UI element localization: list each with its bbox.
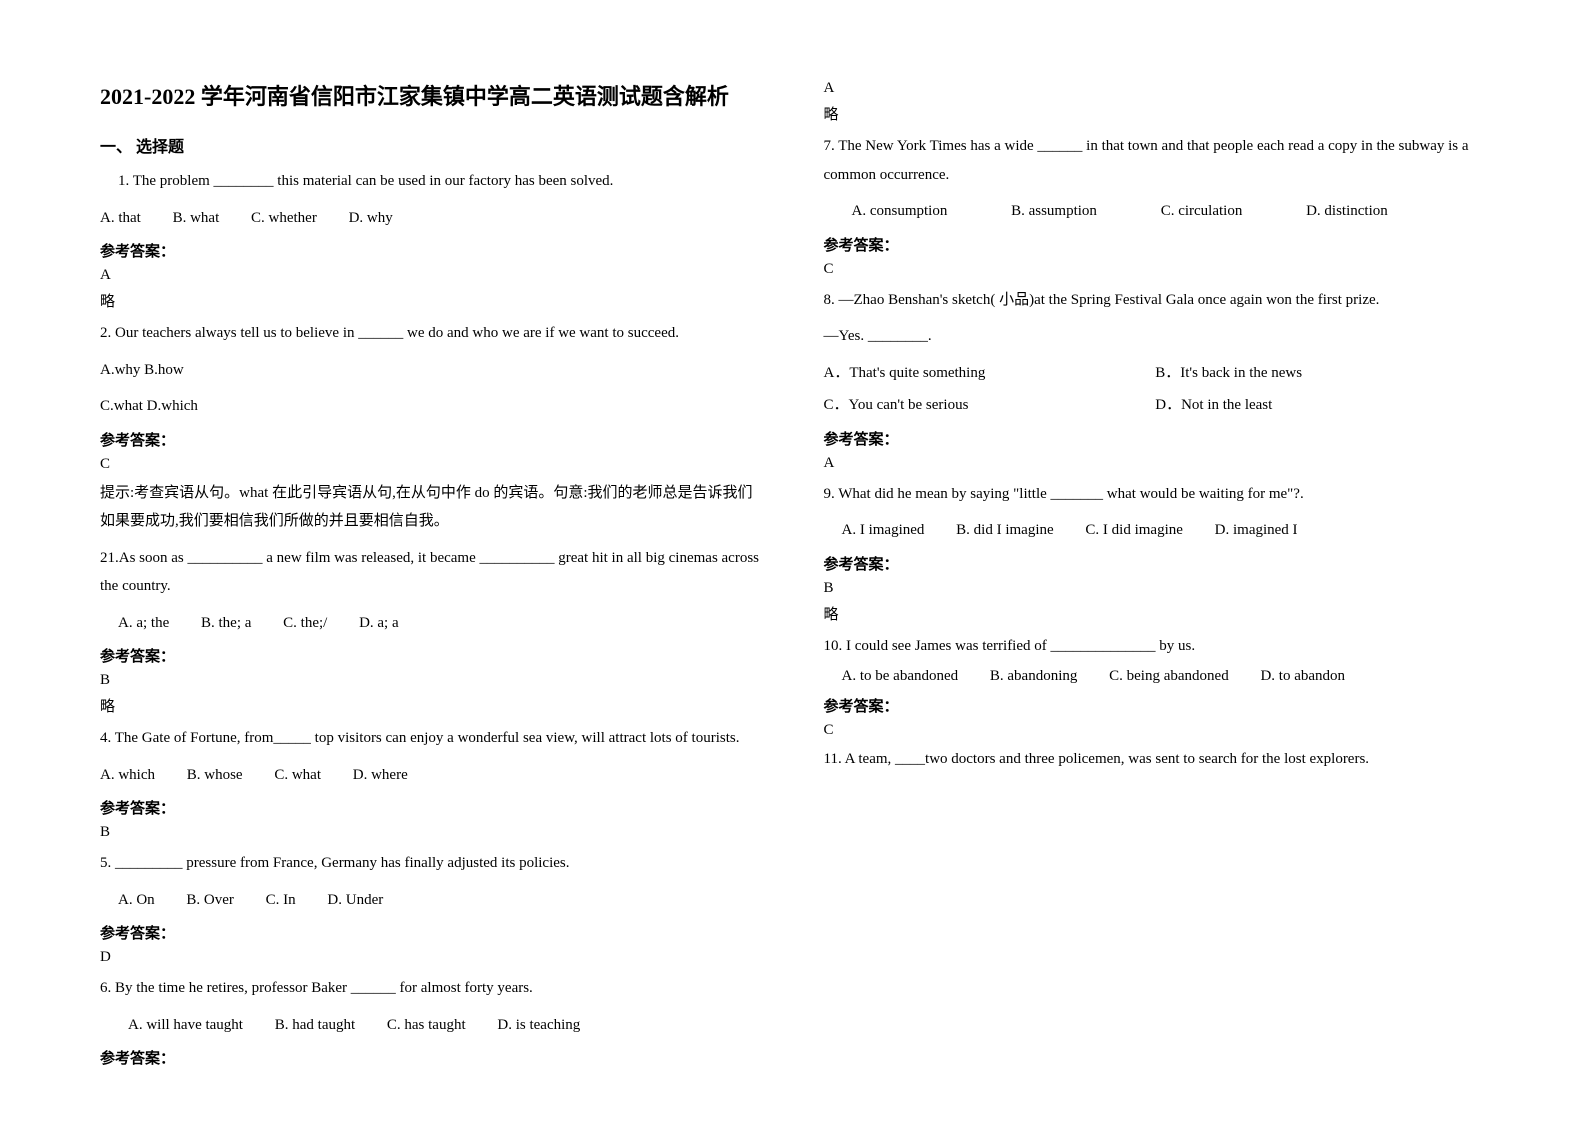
q6-note: 略 — [824, 103, 1488, 124]
q7-opt-c: C. circulation — [1161, 203, 1243, 219]
q7-answer: C — [824, 261, 1488, 278]
q3-answer: B — [100, 672, 764, 689]
q7-opt-b: B. assumption — [1011, 203, 1097, 219]
q5-answer: D — [100, 949, 764, 966]
q1-answer-label: 参考答案： — [100, 240, 764, 261]
q3-answer-label: 参考答案： — [100, 645, 764, 666]
question-2-text: 2. Our teachers always tell us to believ… — [100, 319, 764, 348]
q5-answer-label: 参考答案： — [100, 922, 764, 943]
question-3-options: A. a; the B. the; a C. the;/ D. a; a — [100, 609, 764, 638]
q4-opt-d: D. where — [353, 767, 408, 783]
q2-answer-label: 参考答案： — [100, 429, 764, 450]
q8-opt-a: A．That's quite something — [824, 359, 1124, 388]
q9-answer: B — [824, 580, 1488, 597]
q1-answer: A — [100, 267, 764, 284]
q3-opt-d: D. a; a — [359, 615, 399, 631]
q9-answer-label: 参考答案： — [824, 553, 1488, 574]
q4-answer: B — [100, 824, 764, 841]
q8-opt-c: C．You can't be serious — [824, 391, 1124, 420]
question-7-text: 7. The New York Times has a wide ______ … — [824, 132, 1488, 189]
question-6-options: A. will have taught B. had taught C. has… — [100, 1011, 764, 1040]
q9-note: 略 — [824, 603, 1488, 624]
q8-opt-b: B．It's back in the news — [1155, 365, 1302, 381]
q9-opt-b: B. did I imagine — [956, 522, 1054, 538]
q8-answer: A — [824, 455, 1488, 472]
q2-answer: C — [100, 456, 764, 473]
q5-opt-a: A. On — [118, 892, 155, 908]
question-8-opts-row1: A．That's quite something B．It's back in … — [824, 359, 1488, 388]
q5-opt-d: D. Under — [327, 892, 383, 908]
q1-opt-a: A. that — [100, 210, 141, 226]
question-3-text: 21.As soon as __________ a new film was … — [100, 544, 764, 601]
question-9-text: 9. What did he mean by saying "little __… — [824, 480, 1488, 509]
q4-opt-b: B. whose — [187, 767, 243, 783]
question-7-options: A. consumption B. assumption C. circulat… — [824, 197, 1488, 226]
q10-answer-label: 参考答案： — [824, 695, 1488, 716]
q7-answer-label: 参考答案： — [824, 234, 1488, 255]
q2-explain: 提示:考查宾语从句。what 在此引导宾语从句,在从句中作 do 的宾语。句意:… — [100, 479, 764, 536]
page-title: 2021-2022 学年河南省信阳市江家集镇中学高二英语测试题含解析 — [100, 80, 764, 113]
q2-opts-line2: C.what D.which — [100, 392, 764, 421]
q5-opt-b: B. Over — [186, 892, 234, 908]
q4-answer-label: 参考答案： — [100, 797, 764, 818]
question-1-text: 1. The problem ________ this material ca… — [100, 167, 764, 196]
q8-opt-d: D．Not in the least — [1155, 397, 1272, 413]
q7-opt-a: A. consumption — [852, 203, 948, 219]
section-heading-1: 一、 选择题 — [100, 133, 764, 157]
q5-opt-c: C. In — [266, 892, 296, 908]
q9-opt-c: C. I did imagine — [1085, 522, 1183, 538]
question-5-text: 5. _________ pressure from France, Germa… — [100, 849, 764, 878]
q8-answer-label: 参考答案： — [824, 428, 1488, 449]
exam-page: 2021-2022 学年河南省信阳市江家集镇中学高二英语测试题含解析 一、 选择… — [0, 0, 1587, 1122]
q10-opt-a: A. to be abandoned — [842, 668, 959, 684]
question-8-opts-row2: C．You can't be serious D．Not in the leas… — [824, 391, 1488, 420]
q10-opt-c: C. being abandoned — [1109, 668, 1229, 684]
question-11-text: 11. A team, ____two doctors and three po… — [824, 745, 1488, 774]
q10-answer: C — [824, 722, 1488, 739]
question-4-text: 4. The Gate of Fortune, from_____ top vi… — [100, 724, 764, 753]
q10-opt-b: B. abandoning — [990, 668, 1078, 684]
q1-opt-c: C. whether — [251, 210, 317, 226]
q9-opt-d: D. imagined I — [1215, 522, 1298, 538]
q6-opt-a: A. will have taught — [128, 1017, 243, 1033]
question-9-options: A. I imagined B. did I imagine C. I did … — [824, 516, 1488, 545]
question-10-options: A. to be abandoned B. abandoning C. bein… — [824, 662, 1488, 691]
question-1-options: A. that B. what C. whether D. why — [100, 204, 764, 233]
q4-opt-c: C. what — [274, 767, 321, 783]
q3-opt-a: A. a; the — [118, 615, 169, 631]
q1-opt-d: D. why — [349, 210, 393, 226]
question-4-options: A. which B. whose C. what D. where — [100, 761, 764, 790]
q1-note: 略 — [100, 290, 764, 311]
q2-opts-line1: A.why B.how — [100, 356, 764, 385]
question-5-options: A. On B. Over C. In D. Under — [100, 886, 764, 915]
q6-answer-label: 参考答案： — [100, 1047, 764, 1068]
question-10-text: 10. I could see James was terrified of _… — [824, 632, 1488, 661]
q3-note: 略 — [100, 695, 764, 716]
q6-answer: A — [824, 80, 1488, 97]
question-8-text2: —Yes. ________. — [824, 322, 1488, 351]
q1-opt-b: B. what — [173, 210, 220, 226]
q7-opt-d: D. distinction — [1306, 203, 1388, 219]
q4-opt-a: A. which — [100, 767, 155, 783]
question-6-text: 6. By the time he retires, professor Bak… — [100, 974, 764, 1003]
q6-opt-b: B. had taught — [275, 1017, 355, 1033]
q6-opt-c: C. has taught — [387, 1017, 466, 1033]
q3-opt-c: C. the;/ — [283, 615, 327, 631]
q9-opt-a: A. I imagined — [842, 522, 925, 538]
q6-opt-d: D. is teaching — [497, 1017, 580, 1033]
question-8-text1: 8. —Zhao Benshan's sketch( 小品)at the Spr… — [824, 286, 1488, 315]
q3-opt-b: B. the; a — [201, 615, 251, 631]
q10-opt-d: D. to abandon — [1260, 668, 1345, 684]
